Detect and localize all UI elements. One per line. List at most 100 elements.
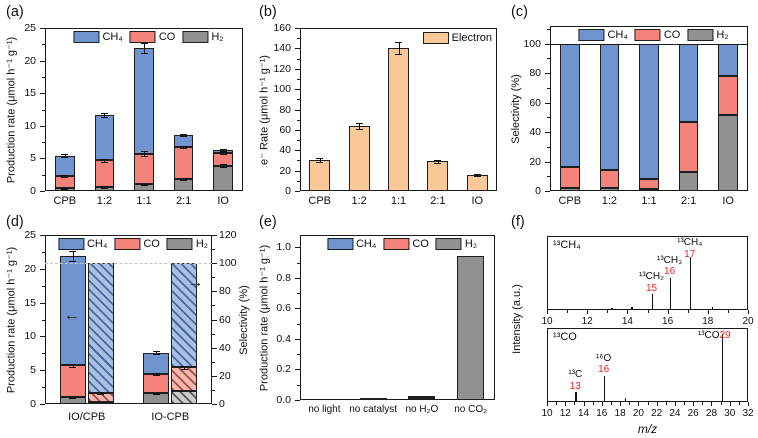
x-tick-mark bbox=[547, 310, 548, 314]
error-bar bbox=[319, 158, 321, 163]
x-tick-label: 14 bbox=[621, 316, 633, 327]
y-minor-tick bbox=[297, 140, 300, 142]
error-bar-cap bbox=[395, 42, 402, 44]
y-minor-tick bbox=[297, 160, 300, 162]
y-minor-tick bbox=[547, 117, 550, 119]
legend: Electron bbox=[422, 32, 492, 44]
y-tick-mark bbox=[40, 370, 45, 372]
x-tick-label: 20 bbox=[632, 408, 644, 419]
legend-label: CH₄ bbox=[607, 29, 628, 41]
panel-b-label: (b) bbox=[259, 4, 277, 20]
x-category-label: CPB bbox=[53, 195, 77, 207]
y-tick-mark bbox=[212, 347, 217, 349]
error-bar-cap bbox=[100, 186, 108, 188]
y-minor-tick bbox=[297, 180, 300, 182]
left-axis-arrow: ← bbox=[63, 307, 80, 325]
error-bar-cap bbox=[61, 188, 69, 190]
spectrum-peak bbox=[669, 277, 672, 309]
panel-f: (f) ¹³CH₄ ¹³CH₂ 15 ¹³CH₃ 16 ¹³CH₄ 17 10 12 14 16 18… bbox=[505, 210, 758, 438]
bar-segment bbox=[173, 179, 194, 191]
panel-e-label: (e) bbox=[259, 214, 277, 230]
bar-segment bbox=[639, 188, 659, 191]
y-tick-mark bbox=[212, 291, 217, 293]
y-tick-label: 100 bbox=[523, 37, 541, 50]
bar-segment bbox=[213, 165, 234, 191]
y-minor-tick bbox=[297, 78, 300, 80]
panel-a: (a) 0 5 10 15 20 25 Production rate (μmol h⁻¹ … bbox=[0, 0, 253, 210]
y-minor-tick bbox=[42, 319, 45, 321]
y-minor-tick bbox=[547, 58, 550, 60]
y-minor-tick bbox=[297, 38, 300, 40]
bar-segment bbox=[559, 43, 580, 168]
legend-item: CO bbox=[129, 31, 175, 43]
legend-label: CO bbox=[412, 238, 429, 250]
y-minor-tick bbox=[42, 76, 45, 78]
y-tick-label: 0 bbox=[535, 185, 541, 197]
y-tick-mark bbox=[295, 308, 300, 310]
x-category-label: 1:2 bbox=[351, 195, 367, 207]
bar-segment bbox=[599, 188, 620, 191]
legend-label: H₂ bbox=[195, 238, 209, 250]
y-tick-mark bbox=[40, 302, 45, 304]
bar-segment bbox=[87, 401, 114, 404]
bar-segment bbox=[408, 396, 436, 399]
x-tick-label: 32 bbox=[742, 408, 754, 419]
error-bar-cap bbox=[180, 135, 188, 137]
x-minor-tick bbox=[720, 402, 722, 405]
x-tick-mark bbox=[674, 402, 676, 406]
spectrum-peak bbox=[711, 306, 714, 309]
y-tick-label: 140 bbox=[273, 42, 291, 55]
legend-swatch bbox=[73, 31, 100, 43]
x-tick-label: 16 bbox=[596, 408, 608, 419]
peak-annotation-mz: 15 bbox=[645, 282, 658, 294]
y-minor-tick bbox=[297, 323, 300, 325]
bar-segment bbox=[639, 179, 659, 189]
bar-segment bbox=[94, 160, 115, 188]
x-tick-mark bbox=[587, 310, 589, 314]
y-tick-label: 0.4 bbox=[276, 332, 291, 345]
panel-b-chart: 0 20 40 60 80 100 120 140 160 e⁻ Rate (μmol h⁻¹ g… bbox=[253, 0, 505, 210]
x-category-label: no CO₂ bbox=[454, 404, 488, 415]
legend-swatch bbox=[578, 29, 605, 41]
error-bar-cap bbox=[61, 188, 69, 190]
y-tick-mark bbox=[212, 263, 217, 265]
legend-item: H₂ bbox=[166, 238, 209, 250]
y-tick-label: 120 bbox=[219, 229, 237, 241]
peak-annotation-species: ¹³CO bbox=[697, 330, 720, 341]
spectrum-peak bbox=[611, 307, 613, 309]
bar-segment bbox=[559, 188, 580, 191]
bar-segment bbox=[348, 125, 370, 191]
y-minor-tick bbox=[42, 353, 45, 355]
x-minor-tick bbox=[647, 402, 649, 405]
x-category-label: no light bbox=[308, 404, 341, 415]
y-tick-label: 160 bbox=[273, 22, 291, 34]
error-bar-cap bbox=[61, 154, 69, 156]
legend-label: CH₄ bbox=[86, 238, 108, 250]
error-bar-cap bbox=[473, 176, 481, 178]
bar-segment bbox=[408, 398, 436, 401]
legend-item: CH₄ bbox=[326, 238, 376, 250]
x-minor-tick bbox=[702, 402, 704, 405]
error-bar-cap bbox=[152, 353, 160, 355]
y-minor-tick bbox=[42, 142, 45, 144]
error-bar bbox=[144, 42, 145, 54]
legend-swatch bbox=[687, 29, 714, 41]
x-category-label: CPB bbox=[558, 195, 582, 207]
x-minor-tick bbox=[647, 310, 649, 313]
panel-c-label: (c) bbox=[511, 4, 528, 20]
y-tick-label: 5 bbox=[30, 152, 36, 165]
y-tick-label: 0.0 bbox=[276, 394, 291, 406]
error-bar bbox=[64, 154, 66, 158]
x-category-label: 1:2 bbox=[96, 195, 113, 207]
bar-segment bbox=[559, 167, 580, 189]
spectrum-peak bbox=[603, 375, 606, 401]
legend-label: CO bbox=[143, 238, 160, 250]
error-bar-cap bbox=[97, 393, 105, 395]
panel-d-chart: 0 5 10 15 20 25 0 20 40 60 80 100 120 Production rate… bbox=[0, 210, 253, 438]
y-tick-label: 20 bbox=[219, 369, 231, 382]
error-bar-cap bbox=[434, 159, 442, 161]
legend: CH₄ CO H₂ bbox=[578, 29, 729, 41]
x-axis-label: m/z bbox=[637, 422, 658, 436]
y-tick-label: 100 bbox=[273, 83, 291, 96]
y-tick-label: 100 bbox=[219, 257, 237, 270]
